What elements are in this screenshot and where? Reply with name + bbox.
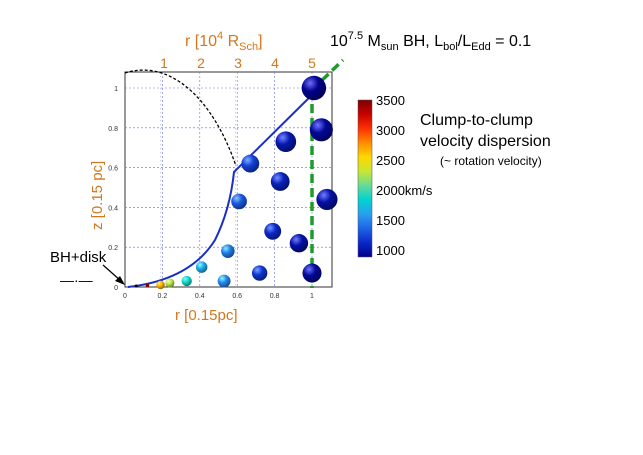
disk-point xyxy=(145,283,150,288)
clump-sphere xyxy=(309,118,333,142)
left-tick-label: 0.6 xyxy=(108,166,118,173)
disk-point xyxy=(134,284,138,288)
clump-sphere xyxy=(231,193,247,210)
clump-sphere xyxy=(302,263,322,283)
bottom-tick-label: 0.6 xyxy=(232,293,242,300)
left-tick-label: 1 xyxy=(114,86,118,93)
clump-sphere xyxy=(221,244,235,258)
left-axis-ticks: 0 0.2 0.4 0.6 0.8 1 xyxy=(108,86,118,292)
clump-sphere xyxy=(251,265,268,281)
colorbar: 3500 3000 2500 2000km/s 1500 1000 xyxy=(357,93,433,258)
clump-sphere xyxy=(289,234,309,253)
top-tick-label: 1 xyxy=(160,55,168,71)
bottom-tick-label: 0.4 xyxy=(195,293,205,300)
bh-disk-marker: —·— xyxy=(60,272,93,288)
top-axis-label: r [104 RSch] xyxy=(185,30,263,53)
blue-boundary-curve xyxy=(127,86,321,288)
clump-sphere xyxy=(301,75,327,101)
colorbar-tick-label: 1000 xyxy=(376,243,405,258)
left-tick-label: 0 xyxy=(114,285,118,292)
left-axis-label: z [0.15 pc] xyxy=(89,161,106,230)
dashed-arc xyxy=(124,69,237,167)
colorbar-bar xyxy=(357,99,373,258)
bh-disk-label: BH+disk xyxy=(50,249,107,266)
figure-title: 107.5 Msun BH, Lbol/LEdd = 0.1 xyxy=(330,30,531,53)
top-axis-ticks: 1 2 3 4 5 xyxy=(160,55,316,71)
bottom-tick-label: 1 xyxy=(310,293,314,300)
top-tick-label: 3 xyxy=(234,55,242,71)
clump-sphere xyxy=(181,275,192,287)
top-tick-label: 5 xyxy=(308,55,316,71)
dispersion-label-line2: velocity dispersion xyxy=(420,133,551,150)
plot-frame xyxy=(124,71,333,288)
colorbar-tick-label: 2000km/s xyxy=(376,183,433,198)
clump-sphere xyxy=(165,278,175,288)
clump-sphere xyxy=(195,261,208,273)
bh-arrow-head xyxy=(115,276,125,285)
bottom-tick-label: 0 xyxy=(123,293,127,300)
clump-sphere xyxy=(241,154,260,173)
clumps-layer xyxy=(134,75,338,290)
bottom-axis-label: r [0.15pc] xyxy=(175,307,238,324)
clump-sphere xyxy=(264,222,282,240)
dispersion-label-line3: (~ rotation velocity) xyxy=(440,154,542,168)
colorbar-tick-label: 3500 xyxy=(376,93,405,108)
left-tick-label: 0.8 xyxy=(108,126,118,133)
bottom-tick-label: 0.2 xyxy=(158,293,168,300)
colorbar-tick-label: 3000 xyxy=(376,123,405,138)
top-tick-label: 4 xyxy=(271,55,279,71)
top-tick-label: 2 xyxy=(197,55,205,71)
bottom-tick-label: 0.8 xyxy=(270,293,280,300)
clump-sphere xyxy=(275,131,297,153)
colorbar-ticks: 3500 3000 2500 2000km/s 1500 1000 xyxy=(376,93,433,258)
left-tick-label: 0.4 xyxy=(108,205,118,212)
colorbar-tick-label: 1500 xyxy=(376,213,405,228)
left-tick-label: 0.2 xyxy=(108,245,118,252)
clump-sphere xyxy=(270,172,290,191)
clump-sphere xyxy=(316,188,338,211)
colorbar-tick-label: 2500 xyxy=(376,153,405,168)
bottom-axis-ticks: 0 0.2 0.4 0.6 0.8 1 xyxy=(123,293,314,300)
clump-sphere xyxy=(217,274,231,288)
clump-sphere xyxy=(156,280,165,290)
plot-area: 0 0.2 0.4 0.6 0.8 1 0 0.2 0.4 0.6 0.8 1 1 2 3 4 5 xyxy=(108,55,333,300)
dispersion-label-line1: Clump-to-clump xyxy=(420,112,533,129)
